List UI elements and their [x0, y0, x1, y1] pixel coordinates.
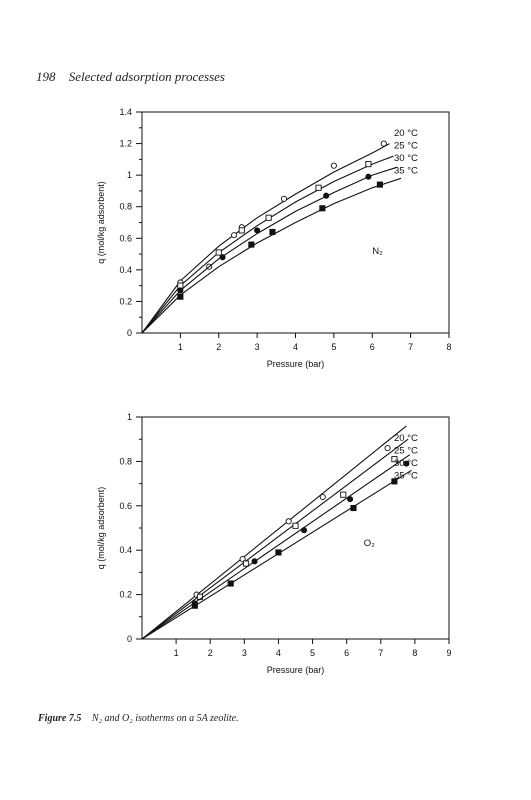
legend-entry: 20 °C [394, 433, 418, 444]
data-point [380, 140, 387, 147]
legend-entry: 30 °C [394, 153, 418, 164]
o2-isotherm-chart: 1 2 3 4 5 6 7 8 9 0 0.2 0.4 0.6 0.8 1 Pressure (bar) q (… [96, 412, 452, 675]
data-point [275, 549, 282, 556]
y-tick-label: 0 [127, 634, 132, 644]
legend-entry: 25 °C [394, 446, 418, 457]
x-tick-label: 2 [208, 648, 213, 658]
legend-entry: 25 °C [394, 141, 418, 152]
n2-isotherm-chart: 1 2 3 4 5 6 7 8 0 0.2 0.4 0.6 0.8 1 1.2 1.4 Pressure (ba… [96, 107, 452, 369]
isotherm-curve [141, 177, 402, 334]
y-tick-label: 0.8 [119, 456, 132, 466]
x-tick-label: 3 [255, 342, 260, 352]
y-tick-label: 1.2 [119, 139, 132, 149]
y-tick-label: 0.6 [119, 233, 132, 243]
data-point [384, 445, 391, 452]
data-point [242, 560, 250, 567]
y-tick-label: 0.6 [119, 501, 132, 511]
gas-label: N₂ [372, 246, 383, 257]
data-point [285, 518, 292, 525]
data-point [269, 228, 276, 236]
y-tick-label: 0.2 [119, 296, 132, 306]
data-point [365, 173, 372, 180]
figure-caption-text: N₂ and O₂ isotherms on a 5A zeolite. [91, 713, 239, 724]
x-axis-label: Pressure (bar) [267, 665, 325, 675]
data-point [319, 493, 326, 500]
data-point [265, 214, 272, 221]
data-point [239, 556, 246, 563]
x-tick-label: 1 [174, 648, 179, 658]
data-point [248, 241, 255, 248]
y-tick-label: 0.8 [119, 202, 132, 212]
data-point [251, 558, 258, 565]
y-tick-label: 0.4 [119, 265, 132, 275]
y-tick-label: 1 [127, 412, 132, 422]
y-tick-label: 1 [127, 170, 132, 180]
x-axis-label: Pressure (bar) [267, 359, 325, 369]
x-tick-label: 9 [446, 648, 451, 658]
data-point [292, 522, 299, 529]
gas-label: O₂ [364, 538, 375, 549]
data-point [300, 527, 308, 534]
isotherm-curve [141, 425, 407, 640]
data-point [315, 184, 322, 191]
data-point [254, 227, 261, 234]
data-point [191, 602, 198, 609]
data-point [215, 249, 222, 256]
data-point [177, 287, 184, 294]
data-point [319, 205, 326, 212]
x-tick-label: 5 [310, 648, 315, 658]
x-tick-label: 4 [293, 342, 298, 352]
data-point [347, 496, 354, 503]
data-point [340, 491, 347, 498]
y-axis-label: q (mol/kg adsorbent) [96, 487, 106, 570]
x-tick-label: 1 [178, 342, 183, 352]
data-point [280, 195, 288, 202]
x-tick-label: 5 [331, 342, 336, 352]
isotherm-curve [141, 143, 390, 334]
x-tick-label: 4 [276, 648, 281, 658]
y-tick-label: 0.2 [119, 590, 132, 600]
x-tick-label: 3 [242, 648, 247, 658]
data-point [219, 254, 226, 261]
data-point [376, 181, 383, 188]
x-tick-label: 2 [216, 342, 221, 352]
y-tick-label: 0.4 [119, 545, 132, 555]
legend-entry: 30 °C [394, 458, 418, 469]
y-tick-label: 0 [127, 328, 132, 338]
x-tick-label: 7 [378, 648, 383, 658]
x-tick-label: 6 [370, 342, 375, 352]
isotherm-curve [141, 454, 411, 640]
data-point [350, 504, 357, 512]
legend-entry: 35 °C [394, 166, 418, 177]
x-tick-label: 6 [344, 648, 349, 658]
data-point [238, 227, 245, 234]
data-point [391, 478, 398, 485]
data-point [365, 161, 372, 168]
isotherm-curve [141, 438, 409, 640]
data-point [403, 460, 410, 467]
figure-caption: Figure 7.5 N₂ and O₂ isotherms on a 5A z… [38, 713, 239, 724]
legend-entry: 35 °C [394, 471, 418, 482]
x-tick-label: 8 [412, 648, 417, 658]
data-point [391, 456, 398, 463]
y-tick-label: 1.4 [119, 107, 132, 117]
data-point [177, 293, 184, 300]
y-axis-label: q (mol/kg adsorbent) [96, 181, 106, 264]
running-header: 198 Selected adsorption processes [36, 69, 225, 85]
isotherm-curve [141, 166, 398, 334]
x-tick-label: 7 [408, 342, 413, 352]
running-head-title: Selected adsorption processes [68, 69, 225, 84]
data-point [323, 192, 330, 199]
data-point [330, 162, 337, 169]
x-tick-label: 8 [446, 342, 451, 352]
figure-label: Figure 7.5 [38, 713, 82, 724]
legend-entry: 20 °C [394, 128, 418, 139]
page-number: 198 [36, 69, 56, 84]
data-point [231, 232, 238, 239]
data-point [227, 580, 234, 587]
